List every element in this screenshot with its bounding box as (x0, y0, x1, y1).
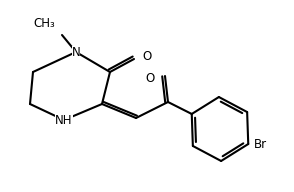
Text: N: N (72, 46, 80, 59)
Text: O: O (146, 71, 155, 84)
Text: O: O (142, 50, 151, 64)
Text: Br: Br (254, 137, 267, 151)
Text: NH: NH (55, 113, 73, 127)
Text: CH₃: CH₃ (33, 17, 55, 30)
